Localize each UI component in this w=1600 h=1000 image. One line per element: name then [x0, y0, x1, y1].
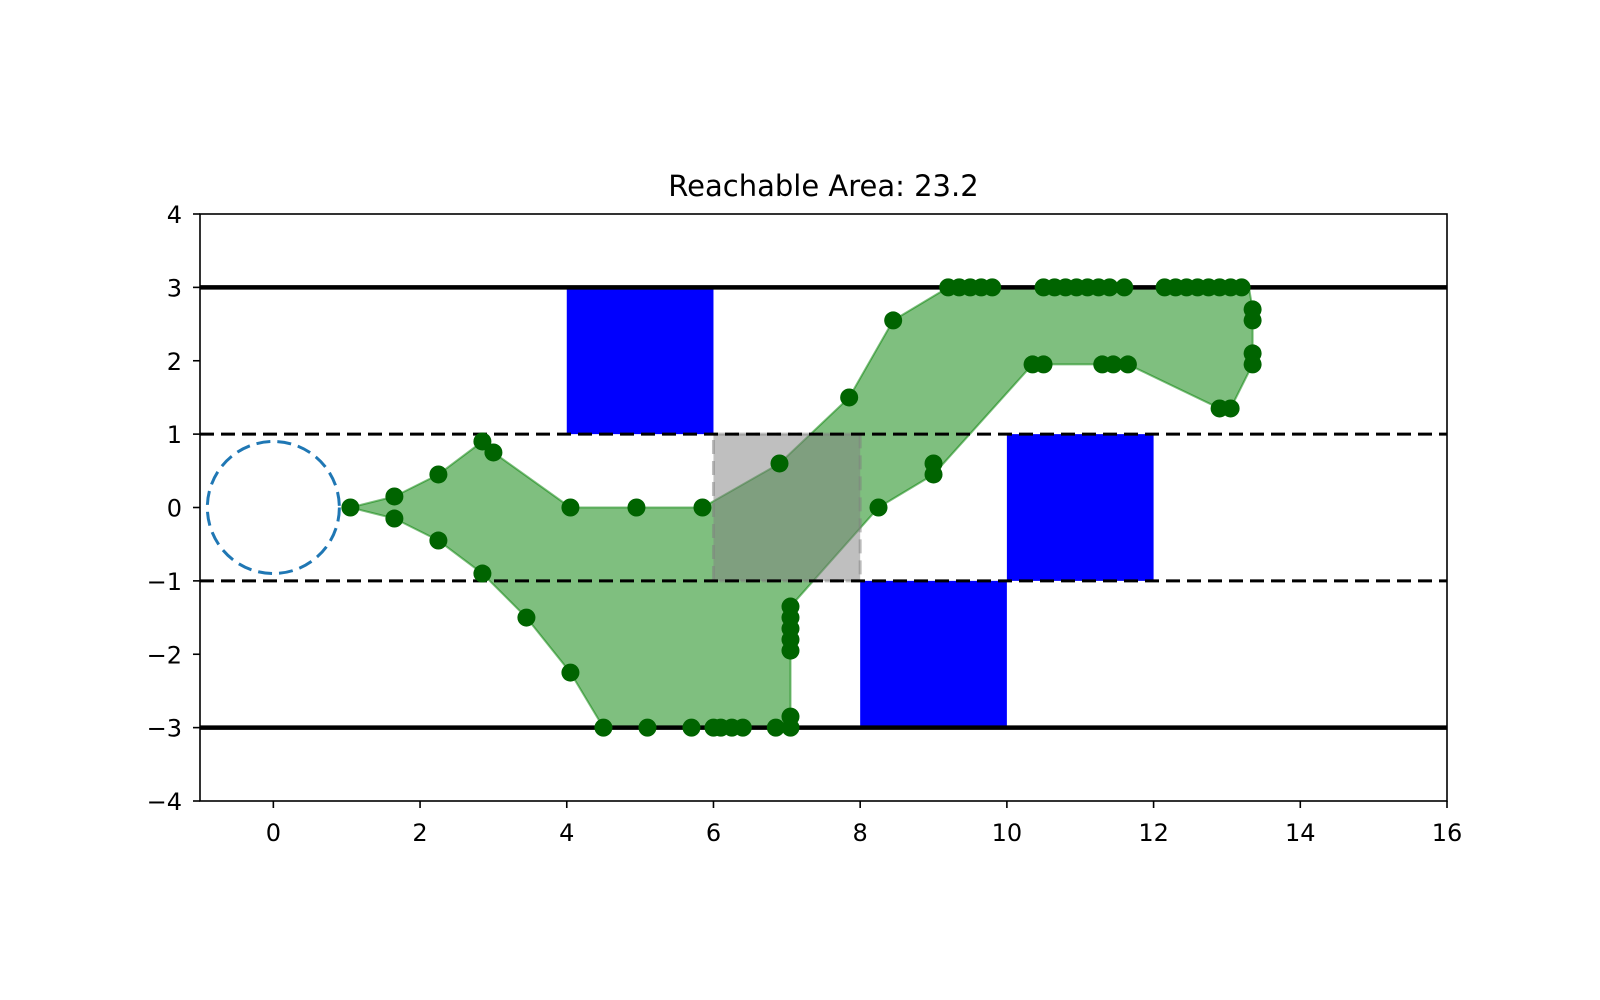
data-point — [473, 432, 492, 451]
data-point — [1243, 355, 1262, 374]
data-point — [682, 718, 701, 737]
y-tick-label: −2 — [147, 641, 182, 669]
obstacle-3 — [1006, 434, 1154, 581]
data-point — [766, 718, 785, 737]
data-point — [385, 487, 404, 506]
data-point — [1232, 278, 1251, 297]
data-point — [473, 564, 492, 583]
data-point — [517, 608, 536, 627]
x-tick-label: 12 — [1138, 819, 1169, 847]
x-tick-label: 6 — [706, 819, 721, 847]
data-point — [638, 718, 657, 737]
x-tick-label: 0 — [266, 819, 281, 847]
data-point — [884, 311, 903, 330]
data-point — [1104, 355, 1123, 374]
data-point — [1221, 399, 1240, 418]
y-tick-label: −4 — [147, 788, 182, 816]
obstacle-2 — [860, 580, 1007, 728]
data-point — [1243, 311, 1262, 330]
y-tick-label: 3 — [167, 274, 182, 302]
data-point — [561, 498, 580, 517]
data-point — [429, 531, 448, 550]
data-point — [1118, 355, 1137, 374]
y-tick-label: 0 — [167, 495, 182, 523]
x-tick-label: 8 — [853, 819, 868, 847]
chart-title: Reachable Area: 23.2 — [668, 169, 978, 203]
data-point — [594, 718, 613, 737]
data-point — [1100, 278, 1119, 297]
y-tick-label: 4 — [167, 201, 182, 229]
y-tick-label: 2 — [167, 348, 182, 376]
start-circle — [205, 439, 341, 576]
x-tick-label: 14 — [1285, 819, 1316, 847]
y-tick-label: −1 — [147, 568, 182, 596]
gray-zone — [711, 432, 862, 583]
data-point — [429, 465, 448, 484]
y-tick-label: 1 — [167, 421, 182, 449]
data-point — [484, 443, 503, 462]
data-point — [781, 641, 800, 660]
obstacle-1 — [566, 287, 714, 435]
data-point — [693, 498, 712, 517]
data-point — [781, 707, 800, 726]
plot-area — [200, 278, 1447, 737]
data-point — [1034, 355, 1053, 374]
x-tick-label: 16 — [1432, 819, 1463, 847]
data-point — [770, 454, 789, 473]
data-point — [561, 663, 580, 682]
data-point — [385, 509, 404, 528]
y-tick-label: −3 — [147, 715, 182, 743]
x-tick-label: 2 — [412, 819, 427, 847]
data-point — [869, 498, 888, 517]
data-point — [840, 388, 859, 407]
data-point — [733, 718, 752, 737]
x-tick-label: 10 — [992, 819, 1023, 847]
data-point — [983, 278, 1002, 297]
data-point — [627, 498, 646, 517]
data-point — [341, 498, 360, 517]
data-point — [1115, 278, 1134, 297]
x-tick-label: 4 — [559, 819, 574, 847]
data-point — [924, 465, 943, 484]
